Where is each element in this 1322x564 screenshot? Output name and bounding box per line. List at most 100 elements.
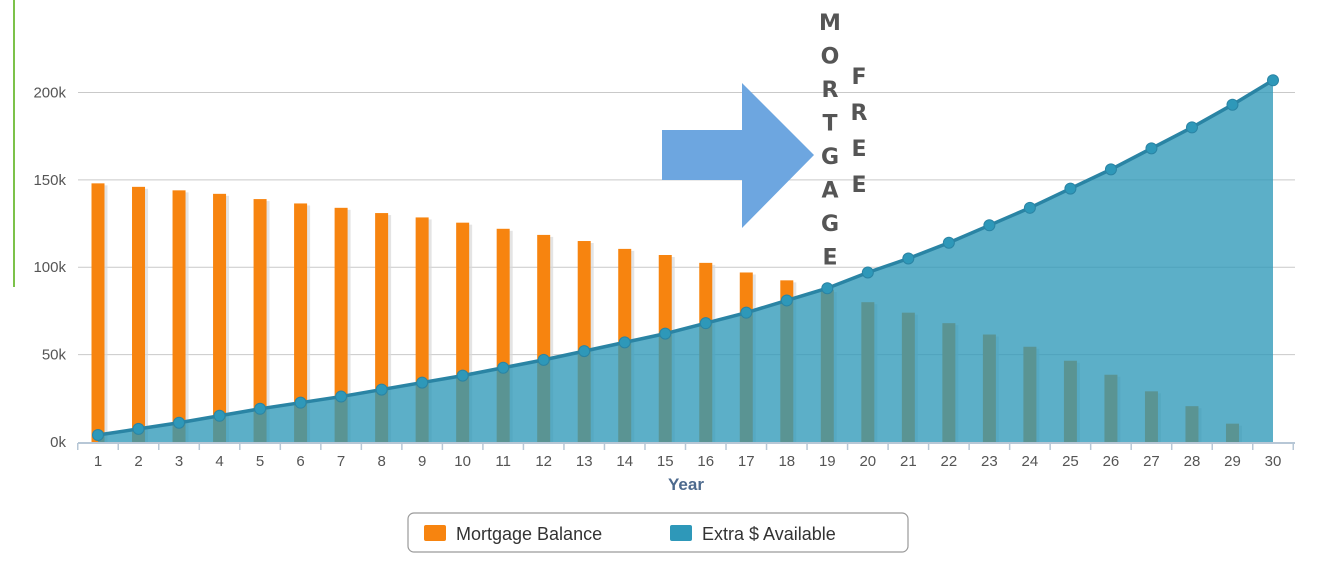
- x-tick-label: 26: [1103, 453, 1120, 470]
- extra-available-point[interactable]: [537, 353, 550, 366]
- legend-item-mortgage-balance[interactable]: Mortgage Balance: [424, 524, 602, 544]
- mortgage-balance-bar[interactable]: [253, 199, 267, 442]
- x-tick-label: 3: [175, 453, 183, 470]
- extra-available-point[interactable]: [375, 383, 388, 396]
- extra-available-point[interactable]: [1267, 74, 1279, 87]
- free-letter: F: [851, 65, 866, 90]
- x-tick-label: 25: [1062, 453, 1079, 470]
- x-tick-label: 9: [418, 453, 426, 470]
- right-arrow-icon: [662, 83, 814, 228]
- x-tick-label: 13: [576, 453, 593, 470]
- mortgage-balance-bar[interactable]: [132, 186, 146, 442]
- extra-available-point[interactable]: [740, 306, 753, 319]
- extra-available-point[interactable]: [416, 376, 429, 389]
- x-axis-tick-labels: 1 2 3 4 5 6 7 8 9 10 11 12 13 14 15 16 17 18 19 20 21 22 23 24 2…: [94, 453, 1282, 470]
- extra-available-point[interactable]: [254, 402, 267, 415]
- legend-label-mortgage-balance: Mortgage Balance: [456, 524, 602, 544]
- x-tick-label: 29: [1224, 453, 1241, 470]
- legend[interactable]: Mortgage Balance Extra $ Available: [407, 512, 909, 553]
- extra-available-point[interactable]: [942, 236, 955, 249]
- mortgage-balance-bar[interactable]: [334, 207, 348, 442]
- extra-available-point[interactable]: [1023, 201, 1036, 214]
- x-tick-label: 10: [454, 453, 471, 470]
- legend-item-extra-available[interactable]: Extra $ Available: [670, 524, 836, 544]
- x-axis: [76, 442, 1295, 450]
- extra-available-point[interactable]: [861, 266, 874, 279]
- x-tick-label: 15: [657, 453, 674, 470]
- extra-available-point[interactable]: [659, 327, 672, 340]
- legend-box: [407, 512, 909, 553]
- free-letter: E: [851, 173, 866, 198]
- x-tick-label: 20: [859, 453, 876, 470]
- x-axis-title: Year: [668, 475, 704, 494]
- x-tick-label: 18: [778, 453, 795, 470]
- legend-swatch-mortgage-balance: [424, 525, 446, 541]
- y-tick-label: 50k: [42, 347, 67, 364]
- extra-available-points: [92, 74, 1279, 442]
- mortgage-balance-bar[interactable]: [172, 190, 186, 442]
- mortgage-balance-bar[interactable]: [213, 193, 227, 442]
- x-tick-label: 16: [697, 453, 714, 470]
- x-tick-label: 8: [377, 453, 385, 470]
- extra-available-area-fill: [98, 80, 1273, 442]
- extra-available-point[interactable]: [173, 416, 186, 429]
- extra-available-point[interactable]: [1226, 98, 1239, 111]
- extra-available-point[interactable]: [1064, 182, 1077, 195]
- extra-available-point[interactable]: [335, 390, 348, 403]
- x-tick-label: 11: [495, 453, 511, 470]
- extra-available-point[interactable]: [902, 252, 915, 265]
- mortgage-letter: A: [821, 179, 838, 204]
- x-tick-label: 17: [738, 453, 755, 470]
- x-tick-label: 27: [1143, 453, 1160, 470]
- extra-available-point[interactable]: [497, 361, 510, 374]
- extra-available-area: [97, 78, 1274, 442]
- extra-available-point[interactable]: [983, 219, 996, 232]
- mortgage-letter: G: [821, 212, 839, 237]
- extra-available-point[interactable]: [578, 345, 591, 358]
- extra-available-point[interactable]: [213, 409, 226, 422]
- x-tick-label: 7: [337, 453, 345, 470]
- free-letter: R: [851, 101, 868, 126]
- y-tick-label: 150k: [33, 172, 66, 189]
- y-axis-tick-labels: 0k 50k 100k 150k 200k: [33, 84, 66, 451]
- mortgage-letter: T: [822, 112, 837, 137]
- mortgage-letter: R: [822, 78, 839, 103]
- extra-available-point[interactable]: [618, 336, 631, 349]
- y-tick-label: 100k: [33, 259, 66, 276]
- x-tick-label: 24: [1022, 453, 1039, 470]
- extra-available-point[interactable]: [294, 396, 307, 409]
- extra-available-point[interactable]: [456, 369, 469, 382]
- extra-available-point[interactable]: [1104, 163, 1117, 176]
- x-tick-label: 12: [535, 453, 552, 470]
- x-tick-label: 21: [900, 453, 917, 470]
- x-tick-label: 23: [981, 453, 998, 470]
- x-tick-label: 14: [616, 453, 633, 470]
- extra-available-point[interactable]: [132, 422, 145, 435]
- legend-label-extra-available: Extra $ Available: [702, 524, 836, 544]
- y-tick-label: 200k: [33, 84, 66, 101]
- x-tick-label: 22: [941, 453, 958, 470]
- extra-available-point[interactable]: [1185, 121, 1198, 134]
- x-tick-label: 1: [94, 453, 102, 470]
- mortgage-letter: E: [822, 246, 837, 271]
- extra-available-point[interactable]: [699, 317, 712, 330]
- x-tick-label: 30: [1265, 453, 1282, 470]
- mortgage-balance-bar[interactable]: [91, 183, 105, 442]
- mortgage-balance-bar[interactable]: [294, 203, 308, 442]
- x-tick-label: 2: [134, 453, 142, 470]
- mortgage-letter: G: [821, 145, 839, 170]
- x-tick-label: 28: [1184, 453, 1201, 470]
- x-tick-label: 6: [296, 453, 304, 470]
- x-tick-label: 4: [215, 453, 223, 470]
- extra-available-point[interactable]: [780, 294, 793, 307]
- extra-available-point[interactable]: [92, 429, 104, 442]
- extra-available-point[interactable]: [1145, 142, 1158, 155]
- y-tick-label: 0k: [50, 434, 66, 451]
- mortgage-letter: M: [819, 11, 841, 36]
- x-tick-label: 5: [256, 453, 264, 470]
- extra-available-point[interactable]: [821, 282, 834, 295]
